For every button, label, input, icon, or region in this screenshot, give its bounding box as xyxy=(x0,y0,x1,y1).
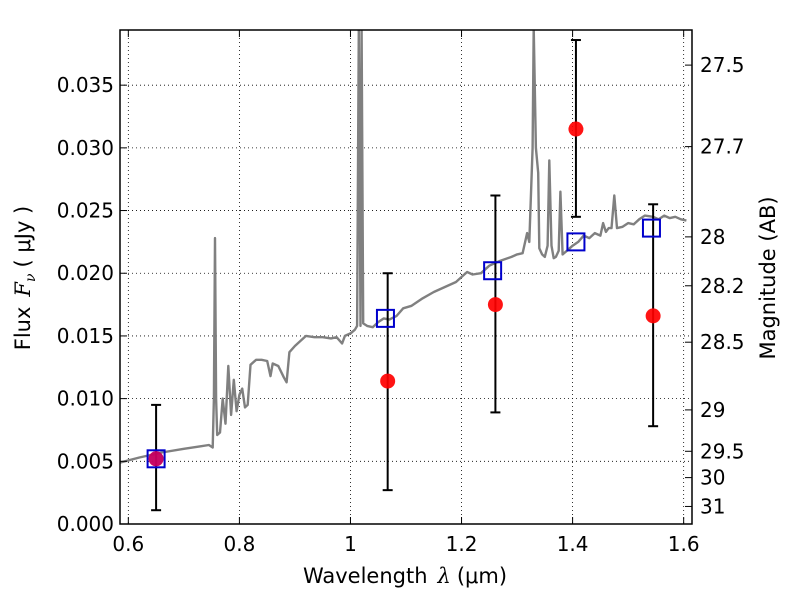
y-tick-label: 0.000 xyxy=(57,512,114,536)
x-tick-label: 1.2 xyxy=(446,532,478,556)
x-tick-label: 0.8 xyxy=(223,532,255,556)
right-tick-label: 28 xyxy=(700,225,725,249)
series-layer xyxy=(120,30,687,512)
ticks: 0.6 0.8 1 1.2 1.4 1.6 0.000 0.005 0.010 0.015 0.02… xyxy=(57,30,745,556)
y-tick-label: 0.010 xyxy=(57,387,114,411)
model-square-point xyxy=(641,218,661,238)
series-clip-group xyxy=(120,30,687,512)
right-tick-label: 30 xyxy=(700,466,725,490)
model-square-point xyxy=(146,449,166,469)
right-tick-label: 27.7 xyxy=(700,135,745,159)
right-tick-label: 31 xyxy=(700,494,725,518)
x-tick-label: 0.6 xyxy=(112,532,144,556)
y-axis-title: Flux Fν ( μJy ) xyxy=(11,206,39,350)
y-axis-title-text: Flux xyxy=(11,307,35,351)
x-axis-title-text: Wavelength xyxy=(303,564,428,588)
y-tick-label: 0.025 xyxy=(57,199,114,223)
right-tick-label: 28.5 xyxy=(700,330,745,354)
grid xyxy=(120,30,692,524)
y-axis-title-subscript: ν xyxy=(23,273,39,282)
model-square-point xyxy=(483,261,503,281)
right-axis-title: Magnitude (AB) xyxy=(756,196,780,359)
right-tick-label: 28.2 xyxy=(700,274,745,298)
observed-flux-point xyxy=(568,121,584,137)
x-tick-label: 1 xyxy=(344,532,357,556)
model-square-point xyxy=(566,232,586,252)
x-tick-label: 1.4 xyxy=(557,532,589,556)
right-tick-label: 29.5 xyxy=(700,439,745,463)
overlap-point-tint xyxy=(148,451,164,467)
y-tick-label: 0.020 xyxy=(57,261,114,285)
plot-frame xyxy=(119,29,693,525)
observed-flux-point xyxy=(645,308,661,324)
spectrum-line xyxy=(120,30,687,464)
y-tick-label: 0.035 xyxy=(57,73,114,97)
right-tick-label: 29 xyxy=(700,398,725,422)
observed-flux-point xyxy=(487,297,503,313)
y-tick-label: 0.030 xyxy=(57,136,114,160)
x-tick-label: 1.6 xyxy=(668,532,700,556)
y-axis-title-symbol: F xyxy=(11,281,35,298)
y-tick-label: 0.005 xyxy=(57,449,114,473)
x-axis-title: Wavelength λ (μm) xyxy=(303,564,507,588)
x-axis-title-symbol: λ xyxy=(437,564,451,588)
y-axis-title-unit: ( μJy ) xyxy=(11,206,35,268)
model-square-point xyxy=(375,308,395,328)
right-tick-label: 27.5 xyxy=(700,53,745,77)
observed-flux-point xyxy=(380,373,396,389)
x-axis-title-unit: (μm) xyxy=(457,564,507,588)
y-tick-label: 0.015 xyxy=(57,324,114,348)
